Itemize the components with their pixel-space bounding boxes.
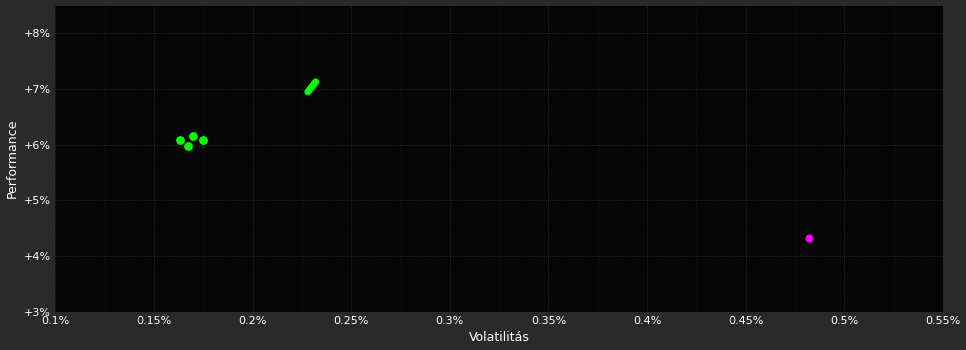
Point <box>180 144 195 149</box>
X-axis label: Volatilitás: Volatilitás <box>469 331 529 344</box>
Point <box>185 134 201 139</box>
Y-axis label: Performance: Performance <box>6 119 18 198</box>
Point <box>172 138 187 143</box>
Point <box>195 138 211 143</box>
Point <box>801 236 816 241</box>
